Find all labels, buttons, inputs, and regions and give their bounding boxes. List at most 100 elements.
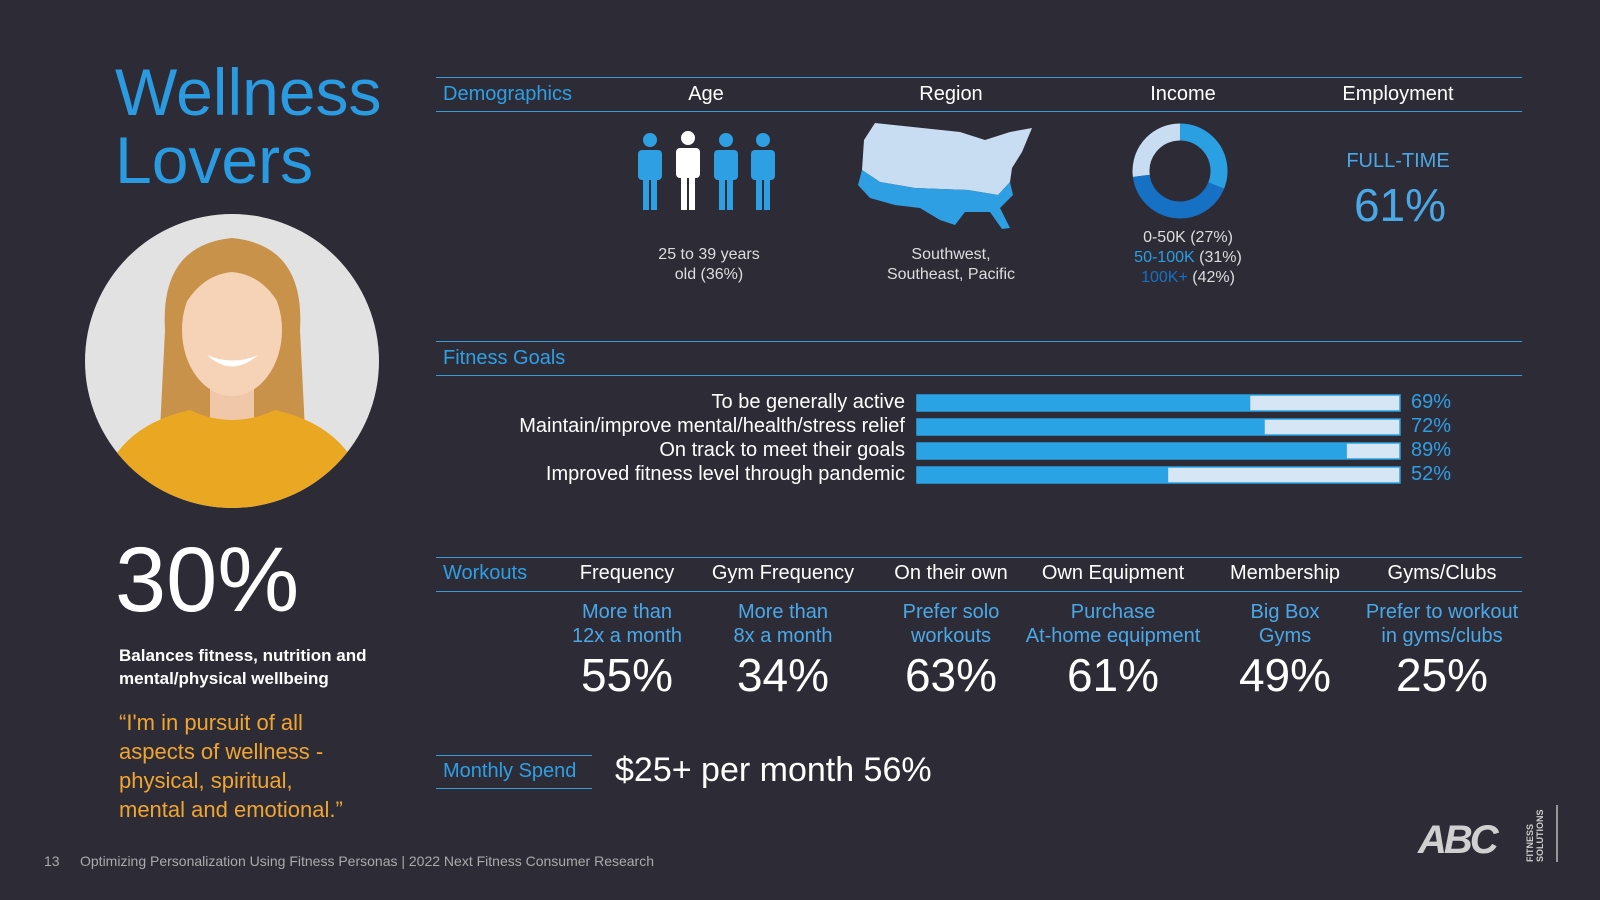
- stat-value: 30%: [115, 529, 300, 631]
- donut-segment: [1132, 123, 1228, 219]
- goal-value: 69%: [1411, 391, 1452, 413]
- goal-label: On track to meet their goals: [659, 439, 905, 461]
- legend-row: 100K+ (42%): [1134, 268, 1242, 288]
- column-text: Prefer solo workouts: [903, 600, 1000, 648]
- section-label: Monthly Spend: [443, 760, 577, 782]
- title-line: Lovers: [115, 123, 314, 197]
- income-legend: 0-50K (27%) 50-100K (31%) 100K+ (42%): [1134, 228, 1242, 288]
- legend-value: (31%): [1199, 249, 1242, 266]
- legend-label: 100K+: [1141, 269, 1188, 286]
- column-heading: Membership: [1229, 562, 1341, 584]
- text-line: At-home equipment: [1025, 625, 1201, 647]
- section-label: Workouts: [443, 562, 528, 584]
- page-number: 13: [44, 853, 60, 869]
- section-label: Demographics: [443, 83, 572, 105]
- footer-text: Optimizing Personalization Using Fitness…: [80, 853, 654, 869]
- quote-line: aspects of wellness -: [119, 739, 324, 764]
- logo-sub-line: FITNESS: [1525, 823, 1535, 862]
- portrait: [85, 214, 379, 508]
- text-line: More than: [581, 601, 673, 623]
- goal-value: 72%: [1411, 415, 1452, 437]
- column-text: More than 12x a month: [572, 600, 682, 648]
- section-label: Fitness Goals: [443, 347, 566, 369]
- rule: [436, 375, 1522, 376]
- employment-label: FULL-TIME: [1346, 150, 1450, 172]
- column-text: Big Box Gyms: [1251, 600, 1320, 648]
- quote: “I'm in pursuit of all aspects of wellne…: [119, 708, 343, 824]
- bar: [917, 419, 1265, 435]
- legend-value: (42%): [1192, 269, 1235, 286]
- rule: [436, 788, 592, 789]
- quote-line: “I'm in pursuit of all: [119, 710, 303, 735]
- text-line: More than: [737, 601, 829, 623]
- income-donut: [1132, 123, 1228, 219]
- text-line: in gyms/clubs: [1381, 625, 1503, 647]
- column-text: More than 8x a month: [734, 600, 833, 648]
- age-text: 25 to 39 years old (36%): [658, 245, 759, 285]
- stat-caption: Balances fitness, nutrition and mental/p…: [119, 644, 367, 690]
- bar: [917, 443, 1347, 459]
- spend-text: $25+ per month 56%: [615, 751, 932, 789]
- rule: [436, 755, 592, 756]
- legend-label: 50-100K: [1134, 249, 1195, 266]
- column-value: 49%: [1238, 649, 1332, 701]
- us-map: [858, 123, 1032, 229]
- column-heading: Employment: [1342, 83, 1454, 105]
- column-heading: Age: [688, 83, 724, 105]
- column-heading: Gyms/Clubs: [1387, 562, 1497, 584]
- text-line: 25 to 39 years: [658, 246, 760, 263]
- legend-row: 0-50K (27%): [1134, 228, 1242, 248]
- rule: [436, 591, 1522, 592]
- column-value: 61%: [1066, 649, 1160, 701]
- column-value: 63%: [904, 649, 998, 701]
- goal-label: Improved fitness level through pandemic: [545, 463, 905, 485]
- goal-label: To be generally active: [711, 391, 905, 413]
- quote-line: mental and emotional.”: [119, 797, 343, 822]
- logo-sub: FITNESS SOLUTIONS: [1525, 809, 1545, 862]
- legend-value: (27%): [1190, 229, 1233, 246]
- text-line: Big Box: [1250, 601, 1320, 623]
- goal-value: 89%: [1411, 439, 1452, 461]
- column-heading: Frequency: [579, 562, 675, 584]
- text-line: Prefer to workout: [1365, 601, 1519, 623]
- donut-segment: [1132, 123, 1228, 219]
- goal-label: Maintain/improve mental/health/stress re…: [519, 415, 905, 437]
- logo-brand: ABC: [1418, 818, 1499, 862]
- column-value: 25%: [1395, 649, 1489, 701]
- bar: [917, 395, 1251, 411]
- legend-row: 50-100K (31%): [1134, 248, 1242, 268]
- region-text: Southwest, Southeast, Pacific: [887, 245, 1015, 285]
- column-heading: Own Equipment: [1041, 562, 1185, 584]
- goal-bars: [916, 394, 1401, 484]
- column-text: Prefer to workout in gyms/clubs: [1366, 600, 1518, 648]
- people-icon: [638, 131, 775, 210]
- text-line: Southwest,: [911, 246, 991, 263]
- column-text: Purchase At-home equipment: [1026, 600, 1201, 648]
- quote-line: physical, spiritual,: [119, 768, 293, 793]
- rule: [436, 77, 1522, 78]
- text-line: Purchase: [1070, 601, 1156, 623]
- text-line: old (36%): [674, 266, 744, 283]
- text-line: 12x a month: [571, 625, 683, 647]
- title: Wellness Lovers: [115, 58, 382, 194]
- caption-line: mental/physical wellbeing: [119, 669, 329, 688]
- column-value: 34%: [736, 649, 830, 701]
- column-heading: On their own: [894, 562, 1008, 584]
- text-line: Prefer solo: [902, 601, 1000, 623]
- caption-line: Balances fitness, nutrition and: [119, 646, 367, 665]
- text-line: Southeast, Pacific: [886, 266, 1016, 283]
- column-heading: Region: [919, 83, 983, 105]
- text-line: workouts: [910, 625, 992, 647]
- column-value: 55%: [580, 649, 674, 701]
- employment-value: 61%: [1353, 179, 1447, 231]
- column-heading: Gym Frequency: [711, 562, 855, 584]
- text-line: Gyms: [1258, 625, 1312, 647]
- rule: [436, 111, 1522, 112]
- rule: [436, 341, 1522, 342]
- rule: [436, 557, 1522, 558]
- text-line: 8x a month: [733, 625, 833, 647]
- legend-label: 0-50K: [1143, 229, 1186, 246]
- logo-sub-line: SOLUTIONS: [1535, 809, 1545, 862]
